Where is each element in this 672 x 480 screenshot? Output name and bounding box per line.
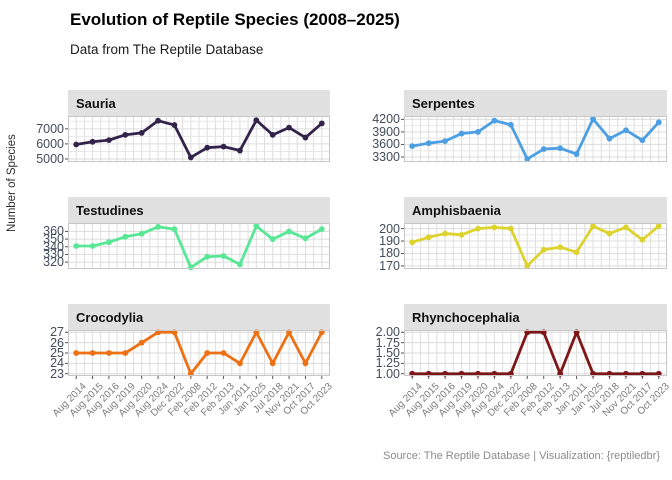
facet-strip-amphisbaenia: Amphisbaenia bbox=[404, 197, 667, 223]
line-chart-testudines bbox=[65, 223, 330, 271]
y-tick-label: 26 bbox=[50, 335, 64, 350]
facet-title: Serpentes bbox=[412, 95, 475, 111]
y-tick-label: 190 bbox=[379, 234, 400, 249]
facet-strip-crocodylia: Crocodylia bbox=[68, 304, 330, 330]
y-tick-label: 170 bbox=[379, 258, 400, 273]
facet-title: Sauria bbox=[76, 95, 116, 111]
y-tick-label: 350 bbox=[43, 232, 64, 247]
y-tick-label: 3600 bbox=[372, 137, 400, 152]
facet-strip-serpentes: Serpentes bbox=[404, 90, 667, 116]
y-tick-label: 25 bbox=[50, 346, 64, 360]
facet-strip-rhynchocephalia: Rhynchocephalia bbox=[404, 304, 667, 330]
y-tick-label: 360 bbox=[43, 224, 64, 239]
y-tick-label: 7000 bbox=[36, 121, 64, 136]
y-tick-label: 5000 bbox=[36, 151, 64, 166]
line-chart-sauria bbox=[65, 116, 330, 162]
y-tick-label: 1.25 bbox=[375, 356, 400, 371]
y-tick-label: 2.00 bbox=[375, 325, 400, 340]
facet-strip-sauria: Sauria bbox=[68, 90, 330, 116]
chart-subtitle: Data from The Reptile Database bbox=[70, 42, 264, 57]
y-tick-label: 6000 bbox=[36, 136, 64, 151]
y-tick-label: 3300 bbox=[372, 149, 400, 164]
y-tick-label: 330 bbox=[43, 247, 64, 262]
facet-strip-testudines: Testudines bbox=[68, 197, 330, 223]
y-tick-label: 320 bbox=[43, 255, 64, 270]
y-tick-label: 27 bbox=[50, 325, 64, 340]
y-tick-label: 200 bbox=[379, 221, 400, 236]
y-tick-label: 3900 bbox=[372, 124, 400, 139]
line-chart-serpentes bbox=[401, 116, 667, 162]
facet-title: Amphisbaenia bbox=[412, 202, 501, 218]
y-tick-label: 4200 bbox=[372, 112, 400, 127]
y-tick-label: 340 bbox=[43, 239, 64, 254]
line-chart-amphisbaenia bbox=[401, 223, 667, 269]
y-tick-label: 24 bbox=[50, 356, 64, 371]
facet-title: Crocodylia bbox=[76, 309, 144, 325]
line-chart-rhynchocephalia bbox=[401, 329, 667, 379]
line-chart-crocodylia bbox=[65, 329, 330, 379]
y-tick-label: 1.00 bbox=[375, 366, 400, 381]
y-tick-label: 1.75 bbox=[375, 335, 400, 350]
source-caption: Source: The Reptile Database | Visualiza… bbox=[382, 450, 660, 462]
facet-title: Testudines bbox=[76, 202, 144, 218]
y-tick-label: 1.50 bbox=[375, 346, 400, 360]
y-tick-label: 180 bbox=[379, 246, 400, 261]
y-tick-label: 23 bbox=[50, 366, 64, 381]
facet-title: Rhynchocephalia bbox=[412, 309, 520, 325]
chart-title: Evolution of Reptile Species (2008–2025) bbox=[70, 10, 400, 29]
